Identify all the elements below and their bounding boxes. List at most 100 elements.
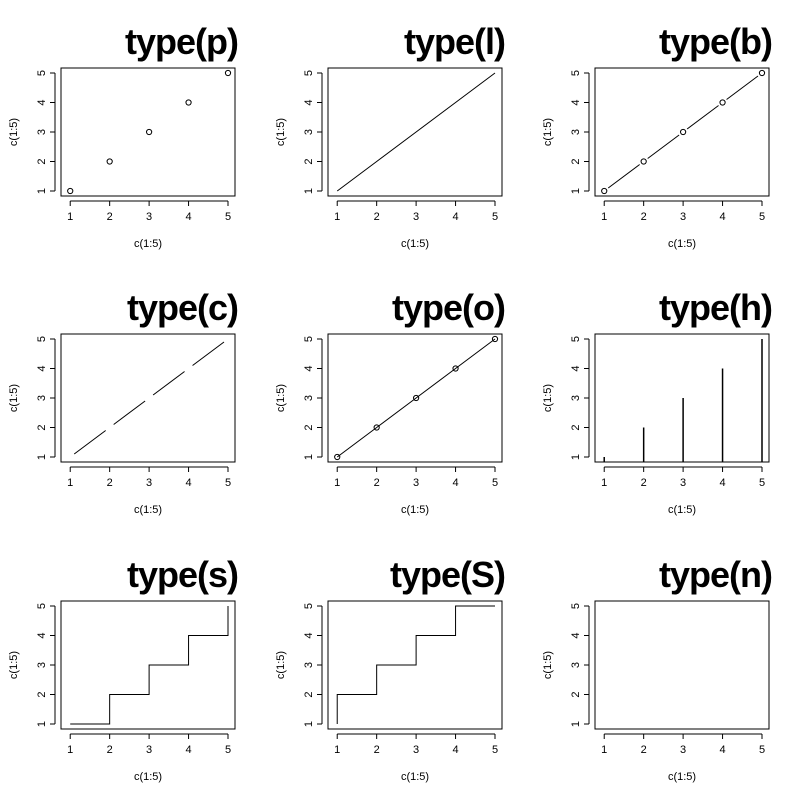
x-tick-label: 5: [492, 744, 498, 756]
data-point: [491, 335, 499, 343]
panel-c: type(c) 1 2 3 4 5 1 2 3 4 5 c(1:5) c(1:5): [8, 287, 239, 516]
x-tick-label: 2: [107, 477, 113, 489]
series-segment: [607, 164, 640, 189]
x-tick-label: 1: [67, 744, 73, 756]
data-point: [67, 187, 74, 195]
x-tick-label: 5: [225, 477, 231, 489]
x-tick-label: 3: [680, 744, 686, 756]
y-tick-label: 2: [303, 691, 315, 697]
x-tick-label: 5: [492, 477, 498, 489]
y-tick-label: 4: [303, 365, 315, 371]
x-axis-title: c(1:5): [134, 504, 162, 516]
data-point: [640, 158, 647, 165]
data-point: [452, 365, 459, 372]
data-point: [224, 69, 232, 77]
panel-p: type(p) 1 2 3 4 5 1 2 3 4 5 c(1:5) c(1:5): [8, 21, 239, 250]
x-tick-label: 5: [492, 211, 498, 223]
x-tick-label: 4: [719, 211, 725, 223]
x-tick-label: 1: [334, 477, 340, 489]
x-tick-label: 5: [759, 744, 765, 756]
x-axis-title: c(1:5): [134, 771, 162, 783]
y-tick-label: 3: [570, 129, 582, 135]
y-tick-label: 2: [570, 158, 582, 164]
x-tick-label: 4: [185, 477, 191, 489]
x-tick-label: 2: [641, 744, 647, 756]
y-tick-label: 3: [36, 129, 48, 135]
series-line: [336, 72, 496, 192]
y-tick-label: 4: [570, 99, 582, 105]
x-axis-title: c(1:5): [401, 771, 429, 783]
y-axis-title: c(1:5): [542, 651, 554, 679]
plot-box: [594, 600, 770, 730]
panel-l: type(l) 1 2 3 4 5 1 2 3 4 5 c(1:5) c(1:5): [275, 21, 506, 250]
x-tick-label: 3: [146, 477, 152, 489]
panel-title: type(p): [125, 21, 238, 62]
panel-title: type(n): [659, 554, 772, 595]
panel-s: type(s) 1 2 3 4 5 1 2 3 4 5 c(1:5) c(1:5): [8, 554, 239, 783]
y-tick-label: 2: [303, 424, 315, 430]
step-line: [336, 605, 495, 724]
y-tick-label: 1: [36, 721, 48, 727]
panel-h: type(h) 1 2 3 4 5 1 2 3 4 5 c(1:5) c(1:5): [542, 287, 773, 516]
x-tick-label: 3: [146, 211, 152, 223]
x-tick-label: 4: [185, 744, 191, 756]
y-axis-title: c(1:5): [275, 651, 287, 679]
y-tick-label: 2: [570, 691, 582, 697]
panel-title: type(o): [392, 287, 505, 328]
plot-box: [594, 67, 770, 197]
x-tick-label: 2: [374, 744, 380, 756]
x-axis-title: c(1:5): [134, 238, 162, 250]
data-point: [601, 187, 608, 195]
y-tick-label: 4: [570, 632, 582, 638]
x-tick-label: 3: [413, 477, 419, 489]
y-tick-label: 5: [570, 70, 582, 76]
series-segment: [192, 341, 225, 366]
y-tick-label: 1: [36, 454, 48, 460]
panel-b: type(b) 1 2 3 4 5 1 2 3 4 5 c(1:5) c(1:5): [542, 21, 773, 250]
x-tick-label: 3: [146, 744, 152, 756]
panel-S: type(S) 1 2 3 4 5 1 2 3 4 5 c(1:5) c(1:5): [275, 554, 506, 783]
y-tick-label: 3: [303, 395, 315, 401]
x-tick-label: 5: [759, 211, 765, 223]
plot-box: [327, 600, 503, 730]
y-tick-label: 1: [303, 188, 315, 194]
x-tick-label: 2: [107, 744, 113, 756]
panel-title: type(l): [404, 21, 505, 62]
x-tick-label: 1: [601, 211, 607, 223]
x-tick-label: 4: [452, 477, 458, 489]
y-axis-title: c(1:5): [542, 118, 554, 146]
panel-title: type(s): [127, 554, 238, 595]
y-axis-title: c(1:5): [275, 118, 287, 146]
y-tick-label: 3: [36, 395, 48, 401]
plot-box: [594, 333, 770, 463]
data-point: [680, 128, 687, 136]
y-tick-label: 5: [36, 336, 48, 342]
x-tick-label: 1: [601, 477, 607, 489]
x-tick-label: 2: [374, 211, 380, 223]
y-tick-label: 2: [36, 158, 48, 164]
y-tick-label: 3: [303, 662, 315, 668]
x-tick-label: 1: [67, 211, 73, 223]
x-tick-label: 4: [452, 211, 458, 223]
y-tick-label: 4: [36, 99, 48, 105]
panel-title: type(c): [127, 287, 238, 328]
panel-n: type(n) 1 2 3 4 5 1 2 3 4 5 c(1:5) c(1:5): [542, 554, 773, 783]
panel-title: type(b): [659, 21, 772, 62]
y-tick-label: 2: [303, 158, 315, 164]
y-tick-label: 5: [303, 70, 315, 76]
series-segment: [152, 371, 185, 396]
y-tick-label: 4: [36, 365, 48, 371]
y-axis-title: c(1:5): [8, 651, 20, 679]
y-tick-label: 3: [570, 662, 582, 668]
y-tick-label: 3: [570, 395, 582, 401]
x-tick-label: 1: [601, 744, 607, 756]
y-tick-label: 4: [570, 365, 582, 371]
series-segment: [113, 400, 146, 425]
x-tick-label: 4: [719, 744, 725, 756]
y-axis-title: c(1:5): [8, 118, 20, 146]
y-tick-label: 3: [303, 129, 315, 135]
y-tick-label: 2: [36, 691, 48, 697]
data-point: [106, 158, 113, 165]
x-tick-label: 2: [641, 477, 647, 489]
